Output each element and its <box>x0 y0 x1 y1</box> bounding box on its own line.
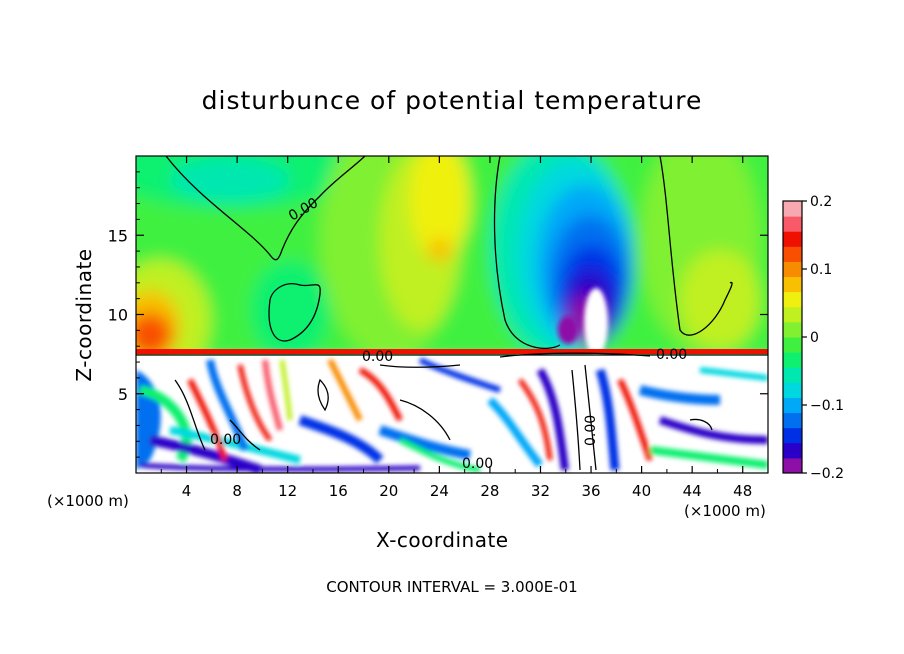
lower-field <box>136 355 768 473</box>
plot-area: 0.00 0.00 0.00 0.00 0.00 0.00 <box>136 156 768 473</box>
y-tick-label: 10 <box>108 306 128 325</box>
x-tick-label: 40 <box>632 482 651 500</box>
x-axis-label: X-coordinate <box>376 528 509 552</box>
contour-label: 0.00 <box>362 349 393 365</box>
colorbar-swatch <box>783 261 802 278</box>
x-tick-label: 32 <box>531 482 550 500</box>
colorbar-tick-label: 0.1 <box>810 262 832 278</box>
contour-label: 0.00 <box>210 432 241 448</box>
colorbar-swatch <box>783 427 802 444</box>
chart-title: disturbunce of potential temperature <box>201 86 703 115</box>
x-tick-label: 4 <box>182 482 192 500</box>
x-tick-label: 44 <box>683 482 702 500</box>
y-tick-label: 5 <box>118 385 128 404</box>
x-axis-unit-right: (×1000 m) <box>684 502 766 520</box>
colorbar-swatch <box>783 231 802 247</box>
colorbar-tick-label: −0.2 <box>810 466 844 482</box>
colorbar-swatch <box>783 291 802 308</box>
x-tick-label: 8 <box>232 482 242 500</box>
x-tick-label: 48 <box>733 482 752 500</box>
colorbar-swatch <box>783 382 802 398</box>
contour-interval-note: CONTOUR INTERVAL = 3.000E-01 <box>326 578 578 596</box>
x-tick-label: 20 <box>379 482 398 500</box>
colorbar-swatch <box>783 306 802 323</box>
colorbar-swatch <box>783 412 802 429</box>
colorbar-swatch <box>783 352 802 368</box>
colorbar-swatch <box>783 321 802 338</box>
colorbar-swatch <box>783 201 802 217</box>
colorbar-swatch <box>783 337 802 353</box>
colorbar: 0.2 0.1 0 −0.1 −0.2 <box>782 194 844 482</box>
x-tick-label: 28 <box>480 482 499 500</box>
x-axis-ticks: 4 8 12 16 20 24 28 32 36 40 44 48 <box>160 156 752 500</box>
upper-field <box>136 156 768 380</box>
colorbar-swatch <box>783 397 802 414</box>
x-axis-unit-left: (×1000 m) <box>47 492 129 510</box>
y-axis-ticks: 5 10 15 <box>108 171 768 458</box>
contour-lines <box>165 156 733 471</box>
contour-label: 0.00 <box>583 415 599 446</box>
contour-label: 0.00 <box>462 456 493 472</box>
colorbar-swatch <box>783 457 802 474</box>
x-tick-label: 12 <box>278 482 297 500</box>
colorbar-tick-label: −0.1 <box>810 398 844 414</box>
colorbar-swatch <box>783 442 802 459</box>
colorbar-swatch <box>783 276 802 293</box>
colorbar-swatch <box>783 216 802 232</box>
y-tick-label: 15 <box>108 226 128 245</box>
colorbar-tick-label: 0 <box>810 330 819 346</box>
x-tick-label: 36 <box>581 482 600 500</box>
colorbar-swatch <box>783 367 802 383</box>
colorbar-tick-label: 0.2 <box>810 194 832 210</box>
x-tick-label: 24 <box>430 482 449 500</box>
x-tick-label: 16 <box>329 482 348 500</box>
colorbar-swatch <box>783 246 802 262</box>
